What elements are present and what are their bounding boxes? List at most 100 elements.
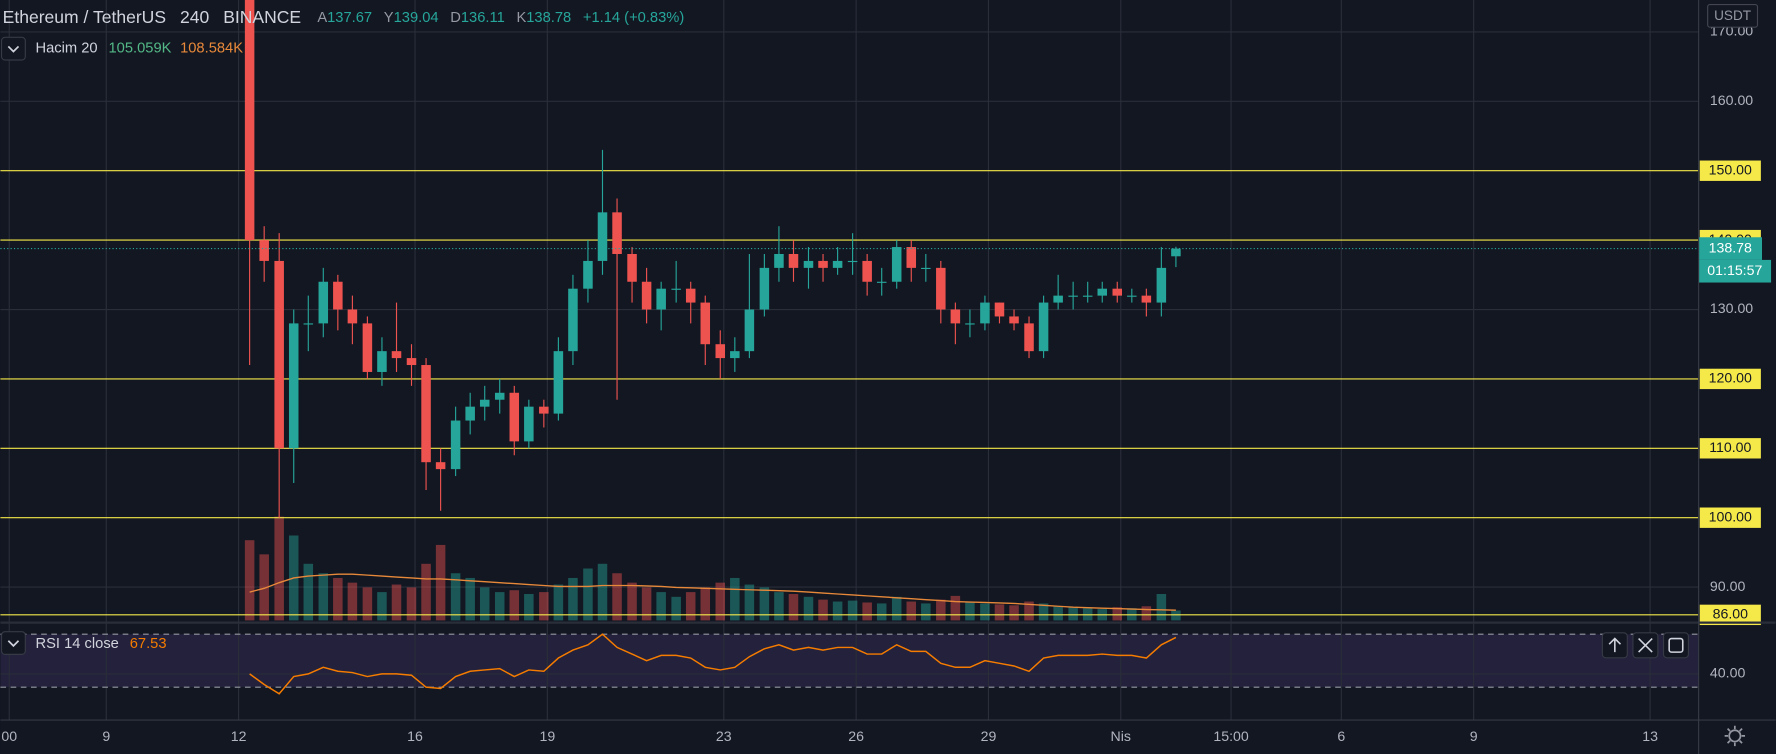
candle-body <box>818 260 828 268</box>
collapse-button[interactable] <box>0 631 26 655</box>
volume-bar <box>318 573 329 621</box>
volume-value: 105.059K <box>109 41 172 57</box>
candle-body <box>539 406 549 414</box>
volume-name: Hacim 20 <box>36 41 98 57</box>
candle-body <box>906 247 917 268</box>
volume-bar <box>656 592 666 621</box>
volume-bar <box>759 587 770 621</box>
x-tick-label: 9 <box>102 728 110 744</box>
volume-bar <box>730 577 740 621</box>
candle-body <box>788 253 799 268</box>
ohlc-value: 136.11 <box>461 10 505 26</box>
level-label-box <box>1699 604 1761 626</box>
volume-bar <box>803 596 814 621</box>
rsi-tick-label: 40.00 <box>1710 665 1746 681</box>
volume-bar <box>1038 603 1049 621</box>
x-tick-label: 00 <box>1 728 17 744</box>
chevron-icon <box>7 640 20 648</box>
volume-bar <box>715 582 726 621</box>
candle-body <box>347 309 358 324</box>
collapse-button[interactable] <box>0 36 26 61</box>
settings-button[interactable] <box>1724 725 1746 747</box>
close-icon <box>1638 637 1653 653</box>
volume-bar <box>1009 605 1019 621</box>
volume-bar <box>847 600 858 621</box>
candle-body <box>421 365 431 463</box>
candle-body <box>568 288 578 352</box>
candle-body <box>465 406 475 421</box>
volume-bar <box>244 540 255 621</box>
volume-bar <box>994 604 1005 621</box>
candle-body <box>377 351 387 372</box>
candle-body <box>524 406 534 442</box>
current-price-box <box>1698 237 1763 260</box>
volume-bar <box>509 590 520 621</box>
ohlc-value: 137.67 <box>327 10 372 26</box>
x-tick-label: 6 <box>1337 728 1345 744</box>
volume-bar <box>362 587 373 621</box>
candle-body <box>936 267 946 310</box>
volume-bar <box>685 592 696 621</box>
candle-body <box>391 351 402 359</box>
candle-body <box>450 420 461 470</box>
volume-bar <box>494 592 505 621</box>
volume-bar <box>1024 601 1034 621</box>
candle-body <box>627 253 637 282</box>
candle-body <box>244 0 255 241</box>
candle-body <box>1112 288 1123 296</box>
x-tick-label: 12 <box>231 728 247 744</box>
currency-box[interactable] <box>1707 3 1759 28</box>
x-tick-label: 15:00 <box>1213 728 1249 744</box>
volume-bar <box>391 584 402 621</box>
volume-bar <box>1082 608 1093 621</box>
volume-bar <box>377 592 387 621</box>
candle-body <box>1082 295 1093 297</box>
x-tick-label: 16 <box>407 728 423 744</box>
candle-body <box>1009 316 1019 324</box>
pane-buttons <box>1601 632 1689 659</box>
rsi-name: RSI 14 close <box>36 636 119 652</box>
volume-bar <box>832 601 843 621</box>
y-tick-label: 90.00 <box>1710 578 1746 594</box>
volume-bar <box>774 592 784 621</box>
volume-bar <box>906 601 917 621</box>
candle-body <box>288 323 299 449</box>
volume-bar <box>862 602 872 621</box>
y-tick-label: 160.00 <box>1710 92 1753 108</box>
ohlc-label: Y <box>384 10 394 26</box>
candle-body <box>583 260 593 289</box>
current-price-label: 138.78 <box>1709 239 1752 255</box>
candle-body <box>259 240 269 261</box>
candle-body <box>980 302 990 324</box>
volume-bar <box>597 563 608 621</box>
volume-legend: Hacim 20 105.059K 108.584K <box>36 41 244 57</box>
candle-body <box>1156 267 1167 303</box>
ohlc-label: K <box>516 10 526 26</box>
level-label: 100.00 <box>1709 508 1752 524</box>
candle-body <box>362 323 373 372</box>
volume-bar <box>671 596 681 621</box>
volume-bar <box>524 593 534 621</box>
candle-body <box>435 462 446 470</box>
volume-bar <box>818 599 828 621</box>
volume-bar <box>1112 607 1123 621</box>
candle-body <box>685 288 696 303</box>
candle-body <box>1127 295 1137 297</box>
volume-bar <box>259 554 269 621</box>
candle-body <box>333 281 343 310</box>
volume-bar <box>641 587 652 621</box>
x-tick-label: 26 <box>848 728 864 744</box>
volume-bar <box>950 595 961 621</box>
volume-bar <box>568 577 578 621</box>
change: +1.14 (+0.83%) <box>583 10 684 26</box>
volume-bar <box>980 603 990 621</box>
ohlc-value: 138.78 <box>526 10 571 26</box>
volume-bar <box>876 603 887 621</box>
maximize-button[interactable] <box>1662 632 1689 659</box>
volume-bar <box>627 582 637 621</box>
candle-body <box>1171 248 1181 257</box>
volume-bar <box>406 587 417 621</box>
candle-body <box>612 212 622 254</box>
candle-body <box>1024 323 1034 352</box>
